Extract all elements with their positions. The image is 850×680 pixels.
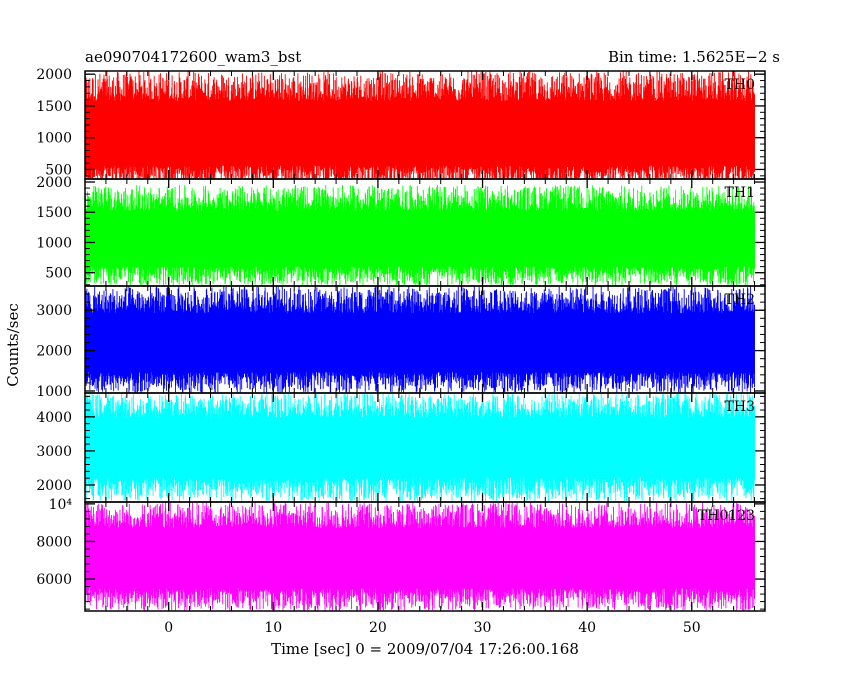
panel-label-th3: TH3: [725, 399, 755, 415]
panel-th0: 500 1000 1500 2000 TH0: [36, 67, 766, 180]
y-tick-label: 1500: [36, 99, 72, 115]
y-tick-label: 2000: [36, 478, 72, 494]
x-tick-label: 10: [264, 620, 282, 636]
y-tick-label: 1000: [36, 384, 72, 400]
panel-th1: 500 1000 1500 2000 TH1: [36, 175, 766, 287]
y-tick-label: 3000: [36, 303, 72, 319]
x-tick-label: 0: [164, 620, 173, 636]
y-tick-label: 4000: [36, 410, 72, 426]
x-tick-label: 40: [578, 620, 596, 636]
y-tick-label: 1000: [36, 131, 72, 147]
series-th3: [85, 393, 755, 502]
y-tick-label: 10⁴: [49, 497, 73, 513]
y-tick-label: 1500: [36, 205, 72, 221]
series-th1: [85, 185, 755, 286]
x-tick-label: 50: [683, 620, 701, 636]
y-tick-label: 6000: [36, 572, 72, 588]
panel-th0123: 6000 8000 10⁴ TH0123: [36, 497, 766, 612]
series-th0123: [85, 502, 755, 611]
x-tick-label: 20: [369, 620, 387, 636]
y-tick-label: 3000: [36, 444, 72, 460]
y-tick-label: 2000: [36, 344, 72, 360]
y-tick-label: 2000: [36, 67, 72, 83]
y-tick-label: 500: [45, 162, 72, 178]
chart-title-left: ae090704172600_wam3_bst: [85, 48, 301, 66]
panel-label-th0: TH0: [725, 77, 755, 93]
x-tick-label: 30: [474, 620, 492, 636]
panel-th3: 2000 3000 4000 TH3: [36, 392, 766, 503]
series-th0: [85, 71, 755, 179]
chart-title-right: Bin time: 1.5625E−2 s: [608, 48, 780, 66]
x-tick-labels: 0 10 20 30 40 50: [164, 620, 700, 636]
y-tick-label: 1000: [36, 235, 72, 251]
series-th2: [85, 286, 755, 393]
panel-th2: 1000 2000 3000 TH2: [36, 285, 766, 400]
panels-group: 500 1000 1500 2000 TH0 500 1000 1500 2000 TH1 1000…: [36, 67, 766, 612]
y-tick-label: 2000: [36, 175, 72, 191]
panel-label-th0123: TH0123: [698, 508, 755, 524]
x-axis-label: Time [sec] 0 = 2009/07/04 17:26:00.168: [271, 640, 579, 658]
y-axis-label: Counts/sec: [4, 303, 22, 387]
panel-label-th2: TH2: [725, 292, 755, 308]
y-tick-label: 500: [45, 266, 72, 282]
panel-label-th1: TH1: [725, 185, 755, 201]
y-tick-label: 8000: [36, 534, 72, 550]
